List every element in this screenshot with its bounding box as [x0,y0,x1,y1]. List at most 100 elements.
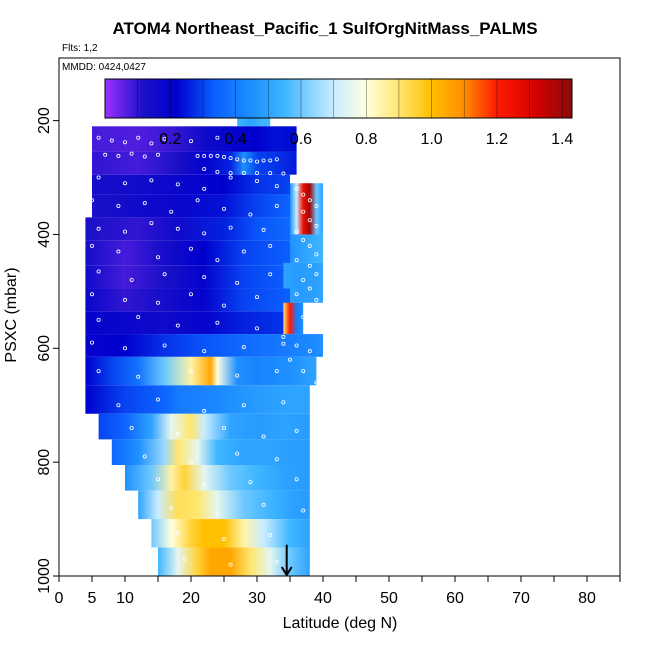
x-tick-label: 10 [116,590,134,607]
sample-point [96,369,101,374]
sample-point [188,246,193,251]
sample-point [268,243,273,248]
sample-point [314,297,319,302]
sample-point [202,166,207,171]
sample-point [314,223,319,228]
heatmap-band [85,217,291,241]
sample-point [314,272,319,277]
sample-point [188,292,193,297]
x-tick-label: 30 [248,590,266,607]
sample-point [96,175,101,180]
sample-point [248,158,253,163]
sample-point [235,157,240,162]
sample-point [123,181,128,186]
x-tick-label: 80 [578,590,596,607]
colorbar-tick-label: 1.2 [486,131,508,148]
sample-point [228,170,233,175]
heatmap-cells [85,106,324,576]
sample-point [307,243,312,248]
sample-point [307,286,312,291]
marker-head [280,566,293,577]
heatmap-band [92,174,290,195]
heatmap-band [85,385,310,414]
sample-point [142,454,147,459]
sample-point [294,428,299,433]
sample-point [274,184,279,189]
sample-point [254,170,259,175]
sample-point [307,198,312,203]
sample-point [162,272,167,277]
sample-point [294,292,299,297]
sample-point [241,249,246,254]
sample-point [307,349,312,354]
sample-point [116,403,121,408]
sample-point [294,186,299,191]
sample-point [116,203,121,208]
sample-point [301,209,306,214]
sample-point [274,157,279,162]
sample-point [149,221,154,226]
sample-points [90,135,319,567]
surface-marker [280,544,293,577]
sample-point [254,159,259,164]
sample-point [90,243,95,248]
x-tick-label: 5 [88,590,97,607]
sample-point [228,156,233,161]
heatmap-band [85,288,291,312]
sample-point [129,151,134,156]
sample-point [175,323,180,328]
flights-label: Flts: 1,2 [62,43,98,54]
sample-point [188,460,193,465]
sample-point [136,374,141,379]
sample-point [301,369,306,374]
heatmap-band [98,413,310,440]
x-axis-label: Latitude (deg N) [282,615,398,632]
sample-point [301,277,306,282]
sample-point [241,345,246,350]
sample-point [248,480,253,485]
sample-point [215,135,220,140]
sample-point [228,175,233,180]
sample-point [155,300,160,305]
sample-point [96,226,101,231]
heatmap-band [92,194,290,218]
heatmap-band [85,311,284,335]
colorbar-gradient [104,78,573,119]
sample-point [268,170,273,175]
sample-point [169,209,174,214]
sample-point [228,225,233,230]
sample-point [221,303,226,308]
sample-point [314,380,319,385]
sample-point [129,425,134,430]
sample-point [195,153,200,158]
sample-point [215,320,220,325]
sample-point [175,531,180,536]
sample-point [202,231,207,236]
plot-frame [58,57,621,577]
heatmap-band [283,302,304,335]
sample-point [202,349,207,354]
x-tick-label: 70 [512,590,530,607]
mmdd-label: MMDD: 0424,0427 [62,62,146,73]
heatmap-band [125,465,310,491]
sample-point [215,153,220,158]
sample-point [261,227,266,232]
sample-point [281,341,286,346]
sample-point [155,477,160,482]
sample-point [274,369,279,374]
heatmap-band [92,151,297,175]
x-tick-label: 60 [446,590,464,607]
sample-point [215,258,220,263]
y-tick-label: 200 [36,107,53,134]
sample-point [294,343,299,348]
sample-point [301,192,306,197]
sample-point [175,431,180,436]
x-tick-label: 50 [380,590,398,607]
sample-point [202,153,207,158]
sample-point [221,425,226,430]
sample-point [268,158,273,163]
sample-point [307,306,312,311]
y-tick-label: 400 [36,221,53,248]
sample-point [142,154,147,159]
